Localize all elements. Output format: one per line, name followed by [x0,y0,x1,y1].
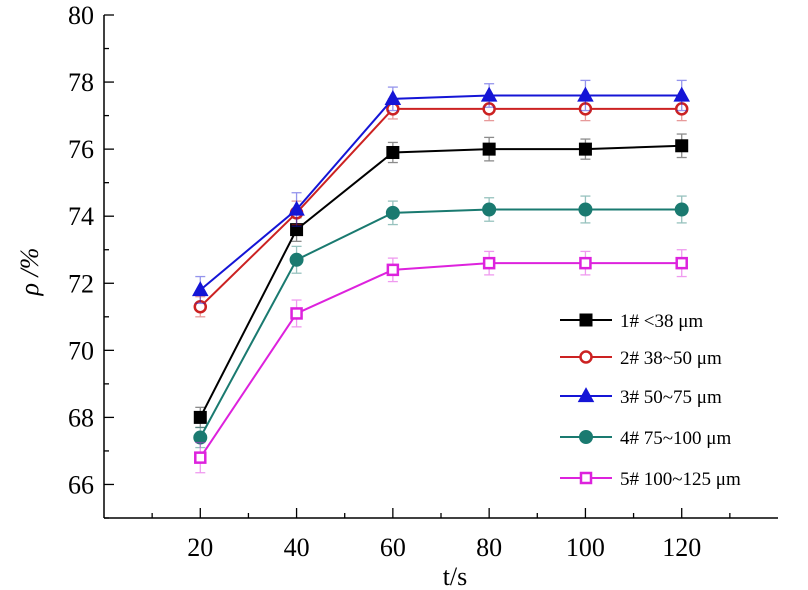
y-axis-label: ρ /% [15,248,44,297]
y-tick-label: 74 [68,202,94,231]
data-point [577,387,595,403]
y-tick-label: 76 [68,135,94,164]
x-axis-label: t/s [443,562,468,590]
series [191,79,691,305]
data-point [193,430,208,445]
legend-item: 1# <38 μm [560,311,703,332]
legend-item: 3# 50~75 μm [560,387,722,408]
legend-label: 3# 50~75 μm [620,387,722,408]
plot-area: 66 68 70 72 74 76 78 80 20 40 60 80 100 120 [68,1,778,562]
data-point [675,256,688,270]
data-point [578,102,593,116]
y-tick-label: 72 [68,269,94,298]
data-point [579,430,593,444]
y-tick-label: 78 [68,68,94,97]
x-tick-label: 40 [284,533,310,562]
data-point [290,223,304,237]
series-line [199,144,682,418]
data-point [578,142,592,156]
data-point [482,102,496,116]
data-point [675,139,689,153]
data-point [386,145,400,159]
data-point [482,202,497,217]
data-point [385,205,400,220]
data-point [577,86,594,102]
legend-item: 5# 100~125 μm [560,469,741,490]
y-tick-label: 66 [68,470,94,499]
y-tick-label: 70 [68,336,94,365]
data-point [480,86,498,102]
data-point [386,263,400,277]
data-point [482,256,496,270]
y-tick-label: 68 [68,403,94,432]
x-tick-label: 100 [566,533,605,562]
data-point [289,252,304,267]
data-point [288,200,305,216]
series-line [199,107,682,308]
data-point [384,89,402,106]
series [194,249,688,474]
x-tick-label: 80 [476,533,502,562]
legend: 1# <38 μm 2# 38~50 μm 3# 50~75 μm 4# 75~100… [560,311,741,490]
legend-label: 4# 75~100 μm [620,428,731,449]
series [193,195,689,449]
data-point [482,142,496,156]
legend-item: 2# 38~50 μm [560,348,722,369]
y-tick-label: 80 [68,1,94,30]
x-tick-label: 60 [380,533,406,562]
data-point [579,471,593,485]
data-point [674,202,689,217]
x-tick-label: 20 [187,533,213,562]
series [193,133,689,429]
data-point [579,313,593,327]
series-layer [191,79,691,474]
legend-item: 4# 75~100 μm [560,428,731,449]
series [193,96,689,318]
data-point [193,410,207,424]
data-point [578,202,593,217]
data-point [194,451,207,464]
data-point [674,102,689,116]
data-point [673,86,691,102]
legend-label: 5# 100~125 μm [620,469,741,490]
x-tick-label: 120 [662,533,701,562]
data-point [191,281,209,297]
data-point [579,256,592,270]
legend-label: 2# 38~50 μm [620,348,722,369]
data-point [579,350,593,364]
data-point [193,299,208,314]
series-line [199,262,682,459]
series-line [199,94,682,291]
data-point [290,307,303,320]
legend-label: 1# <38 μm [620,311,703,332]
series-line [199,208,682,438]
